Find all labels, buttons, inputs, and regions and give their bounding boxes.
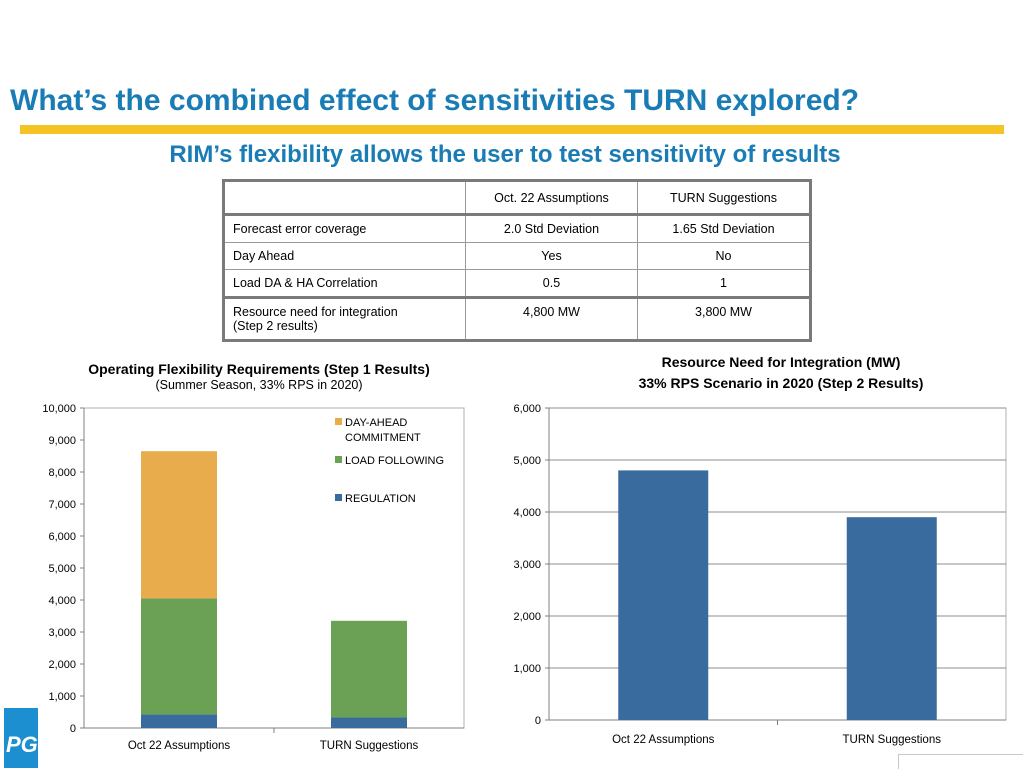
table-header-turn: TURN Suggestions [637, 180, 811, 215]
oct-value: 2.0 Std Deviation [465, 214, 638, 243]
y-tick-label: 2,000 [48, 659, 76, 671]
title-underline [20, 125, 1004, 134]
row-label: Resource need for integration (Step 2 re… [223, 297, 466, 341]
bar-regulation [141, 714, 217, 728]
table-header-blank [223, 180, 466, 215]
table-row: Day Ahead Yes No [223, 242, 811, 270]
y-tick-label: 1,000 [513, 663, 541, 675]
oct-value: 0.5 [465, 269, 638, 298]
logo-block [4, 708, 38, 768]
bar [618, 470, 709, 720]
slide-title: What’s the combined effect of sensitivit… [10, 84, 860, 117]
legend-label: LOAD FOLLOWING [345, 455, 444, 467]
chart2-title: Resource Need for Integration (MW) [661, 354, 901, 370]
bar-day-ahead-commitment [141, 451, 217, 599]
table-row: Resource need for integration (Step 2 re… [223, 297, 811, 341]
table-header-row: Oct. 22 Assumptions TURN Suggestions [223, 180, 811, 215]
y-tick-label: 1,000 [48, 691, 76, 703]
chart1-title: Operating Flexibility Requirements (Step… [88, 361, 430, 377]
y-tick-label: 7,000 [48, 499, 76, 511]
y-tick-label: 4,000 [513, 507, 541, 519]
y-tick-label: 5,000 [513, 455, 541, 467]
y-tick-label: 0 [70, 723, 76, 735]
turn-value: 3,800 MW [637, 297, 811, 341]
legend-swatch [335, 456, 342, 463]
row-label-line1: Resource need for integration [233, 305, 398, 319]
bar-load-following [331, 620, 407, 718]
bar [846, 517, 937, 720]
y-tick-label: 3,000 [513, 559, 541, 571]
x-tick-label: Oct 22 Assumptions [128, 740, 231, 752]
oct-value: 4,800 MW [465, 297, 638, 341]
table-header-oct: Oct. 22 Assumptions [465, 180, 638, 215]
logo-text: PG& [6, 732, 54, 757]
x-tick-label: TURN Suggestions [320, 740, 419, 752]
slide-subtitle: RIM’s flexibility allows the user to tes… [169, 141, 841, 168]
bar-load-following [141, 598, 217, 715]
y-tick-label: 5,000 [48, 563, 76, 575]
turn-value: No [637, 242, 811, 270]
legend-label: REGULATION [345, 493, 416, 505]
y-tick-label: 3,000 [48, 627, 76, 639]
y-tick-label: 8,000 [48, 467, 76, 479]
row-label-line2: (Step 2 results) [233, 319, 318, 333]
table-row: Forecast error coverage 2.0 Std Deviatio… [223, 214, 811, 243]
legend-swatch [335, 418, 342, 425]
x-tick-label: TURN Suggestions [843, 734, 942, 746]
legend-label: DAY-AHEAD [345, 417, 407, 429]
y-tick-label: 0 [535, 715, 541, 727]
pge-logo-icon: PG& [0, 706, 54, 768]
y-tick-label: 2,000 [513, 611, 541, 623]
comparison-table: Oct. 22 Assumptions TURN Suggestions For… [222, 179, 812, 342]
y-tick-label: 9,000 [48, 435, 76, 447]
row-label: Day Ahead [223, 242, 466, 270]
chart2-subtitle: 33% RPS Scenario in 2020 (Step 2 Results… [638, 375, 924, 391]
bar-regulation [331, 717, 407, 728]
legend-label: COMMITMENT [345, 432, 421, 444]
y-tick-label: 4,000 [48, 595, 76, 607]
y-tick-label: 6,000 [513, 403, 541, 415]
x-tick-label: Oct 22 Assumptions [612, 734, 715, 746]
row-label: Forecast error coverage [223, 214, 466, 243]
legend-swatch [335, 494, 342, 501]
y-tick-label: 10,000 [42, 403, 76, 415]
chart1-subtitle: (Summer Season, 33% RPS in 2020) [155, 378, 363, 392]
y-tick-label: 6,000 [48, 531, 76, 543]
turn-value: 1.65 Std Deviation [637, 214, 811, 243]
corner-tab [898, 754, 1023, 769]
